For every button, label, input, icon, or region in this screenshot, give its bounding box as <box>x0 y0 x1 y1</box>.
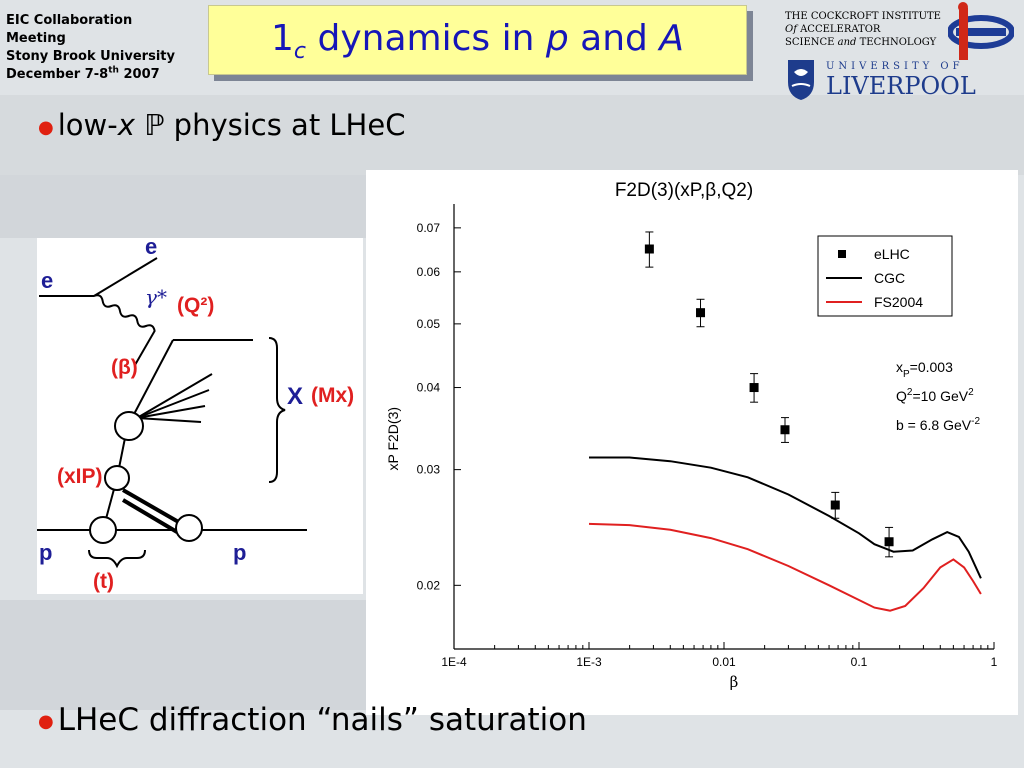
institute-line-3: SCIENCE and TECHNOLOGY <box>785 37 937 48</box>
label-t: (t) <box>93 570 114 593</box>
plot-panel: 1E-4 1E-3 0.01 0.1 1 0.02 0.03 0.04 0.05 0.06 0.07… <box>366 170 1018 715</box>
title-sub: c <box>293 39 307 65</box>
x-tick-label: 0.01 <box>712 655 736 669</box>
data-point <box>780 425 790 435</box>
legend-marker <box>838 250 846 258</box>
vertex-circle <box>89 516 117 544</box>
background-panel <box>0 175 366 238</box>
series-line-fs2004 <box>588 522 982 612</box>
bullet-text-post: physics at LHeC <box>164 108 406 142</box>
x-axis-label: β <box>730 673 739 691</box>
label-gamma: γ* <box>145 285 167 309</box>
feynman-diagram-svg: e e γ* (Q²) (β) X (Mx) (xIP) p p (t) <box>37 234 354 593</box>
page-title: 1c dynamics in p and A <box>209 18 746 64</box>
y-tick-label: 0.03 <box>417 463 441 477</box>
title-and: and <box>568 18 660 59</box>
label-X: X <box>287 383 303 410</box>
y-tick-label: 0.07 <box>417 221 441 235</box>
institute-name: THE COCKCROFT INSTITUTE Of ACCELERATOR S… <box>785 10 941 49</box>
vertex-circle <box>114 411 144 441</box>
legend-label: eLHC <box>874 246 910 262</box>
title-p: p <box>545 18 569 59</box>
bullet-dot-icon: ● <box>38 116 54 138</box>
label-beta: (β) <box>111 356 138 379</box>
annotation-b: b = 6.8 GeV-2 <box>896 416 980 433</box>
y-tick-label: 0.05 <box>417 317 441 331</box>
title-pre: 1 <box>271 18 294 59</box>
date-sup: th <box>108 65 119 76</box>
brace-bottom-icon <box>88 549 146 569</box>
university-name: LIVERPOOL <box>826 72 976 100</box>
meeting-line: EIC Collaboration <box>6 13 133 28</box>
double-line <box>121 498 179 534</box>
double-line <box>122 488 183 526</box>
vertex-circle <box>104 465 130 491</box>
meeting-info: EIC Collaboration Meeting Stony Brook Un… <box>6 12 175 84</box>
institute-line-2: Of ACCELERATOR <box>785 24 881 35</box>
data-point <box>644 244 654 254</box>
data-point <box>696 308 706 318</box>
chart-title: F2D(3)(xP,β,Q2) <box>615 180 753 201</box>
jet-line <box>136 405 206 419</box>
series-line-cgc <box>589 456 982 579</box>
label-e-out: e <box>145 238 157 259</box>
background-panel <box>0 600 366 710</box>
label-e-in: e <box>41 268 53 293</box>
bullet-text-x: x <box>117 108 135 142</box>
bullet-dot-icon: ● <box>38 711 54 732</box>
meeting-line: Meeting <box>6 31 66 46</box>
title-A: A <box>659 18 684 59</box>
y-tick-label: 0.04 <box>417 381 441 395</box>
jet-line <box>136 389 210 419</box>
diffraction-diagram: e e γ* (Q²) (β) X (Mx) (xIP) p p (t) <box>37 234 363 594</box>
bullet-lhec: ● LHeC diffraction “nails” saturation <box>38 702 587 738</box>
quark-down-line <box>131 339 174 419</box>
y-tick-label: 0.06 <box>417 265 441 279</box>
data-point <box>749 383 759 393</box>
university-label: UNIVERSITY OF <box>826 61 964 72</box>
x-tick-label: 1E-4 <box>441 655 467 669</box>
bullet-lowx: ● low-x ℙ physics at LHeC <box>38 108 405 142</box>
data-point <box>884 537 894 547</box>
date-prefix: December 7-8 <box>6 67 109 82</box>
meeting-line: Stony Brook University <box>6 49 175 64</box>
label-p-out: p <box>233 540 246 565</box>
annotation-q2: Q2=10 GeV2 <box>896 387 974 404</box>
label-xip: (xIP) <box>57 465 103 488</box>
brace-right-icon <box>268 337 286 483</box>
electron-out-line <box>93 257 158 297</box>
y-axis-label: xP F2D(3) <box>385 407 401 471</box>
cockcroft-logo-icon <box>948 2 1014 60</box>
jet-line <box>136 417 202 423</box>
meeting-date: December 7-8th 2007 <box>6 66 175 84</box>
label-mx: (Mx) <box>311 384 354 407</box>
bullet-text-P: ℙ <box>144 108 165 142</box>
bullet-text: LHeC diffraction “nails” saturation <box>57 702 587 738</box>
label-p-in: p <box>39 540 52 565</box>
chart-svg: 1E-4 1E-3 0.01 0.1 1 0.02 0.03 0.04 0.05 0.06 0.07… <box>385 180 998 691</box>
vertex-circle <box>175 514 203 542</box>
background-panel <box>0 95 1024 175</box>
data-point <box>830 500 840 510</box>
legend-label: CGC <box>874 270 905 286</box>
title-box: 1c dynamics in p and A <box>208 5 747 75</box>
institute-line-1: THE COCKCROFT INSTITUTE <box>785 11 941 22</box>
y-tick-label: 0.02 <box>417 578 441 592</box>
photon-line <box>93 294 156 367</box>
jet-line <box>136 373 213 419</box>
annotation-xp: xP=0.003 <box>896 359 953 380</box>
x-tick-label: 1 <box>991 655 998 669</box>
legend-label: FS2004 <box>874 294 923 310</box>
liverpool-crest-icon <box>788 60 814 100</box>
bullet-text-pre: low- <box>57 108 118 142</box>
x-tick-label: 1E-3 <box>576 655 602 669</box>
title-post: dynamics in <box>306 18 546 59</box>
date-suffix: 2007 <box>118 67 160 82</box>
label-q2: (Q²) <box>177 294 214 317</box>
x-tick-label: 0.1 <box>851 655 868 669</box>
